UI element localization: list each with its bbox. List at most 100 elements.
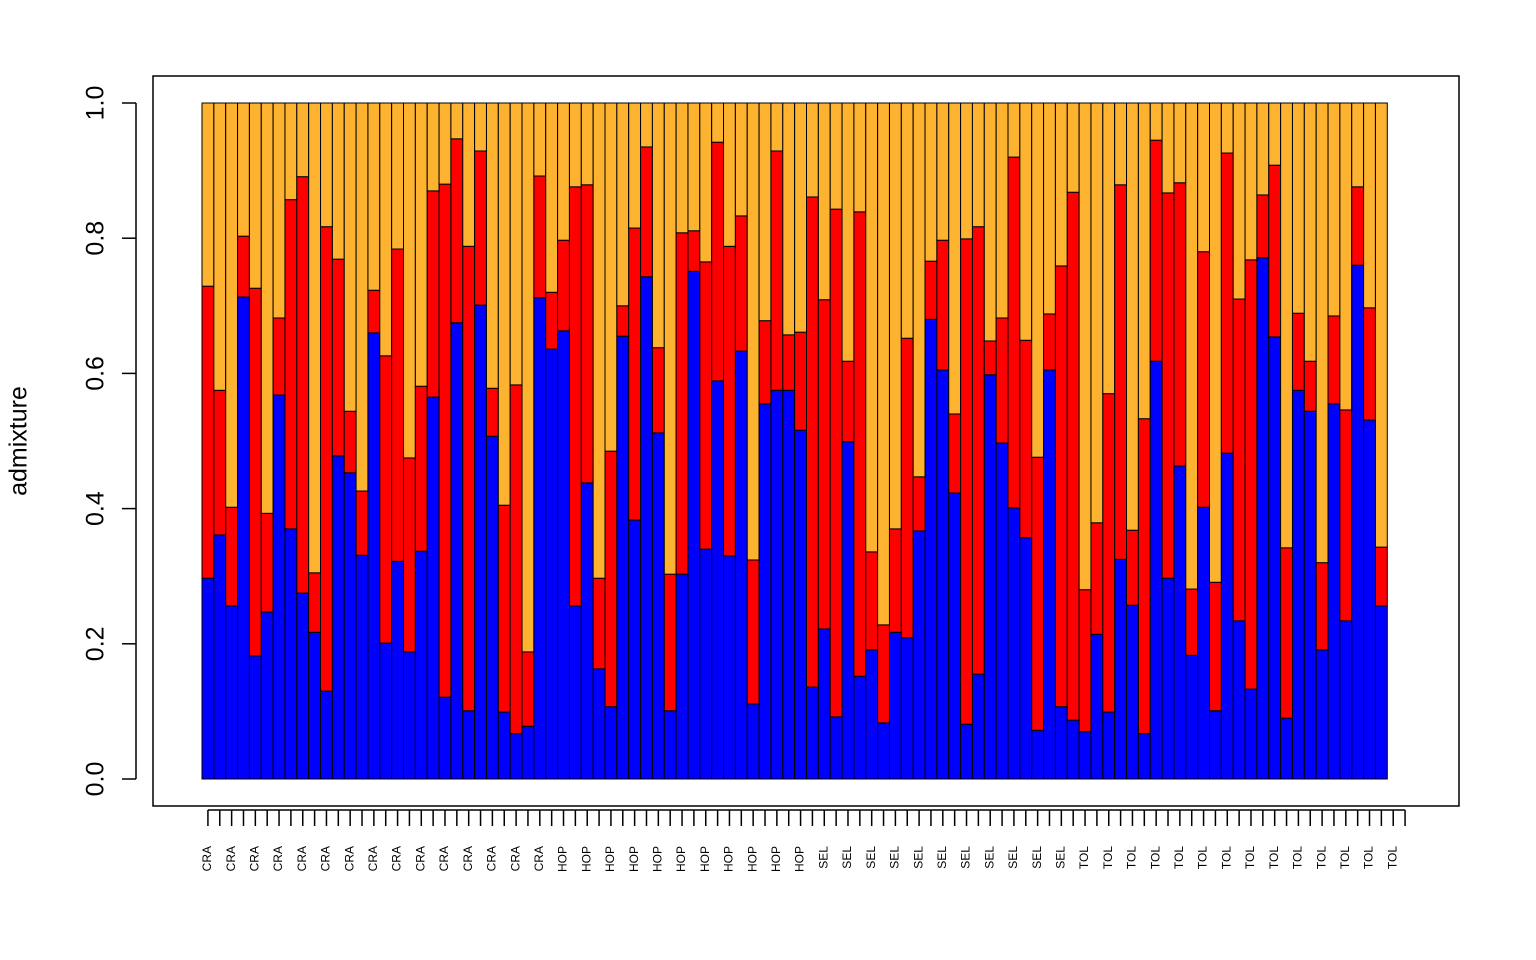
bar-segment — [948, 413, 962, 494]
bar-segment — [308, 631, 322, 780]
bar-segment — [912, 102, 926, 478]
x-tick-label: HOP — [556, 846, 570, 872]
bar-segment — [1363, 419, 1376, 780]
bar-segment — [616, 305, 630, 337]
bar-segment — [438, 102, 452, 185]
bar-segment — [995, 317, 1009, 444]
bar-segment — [343, 410, 357, 474]
bar-segment — [367, 289, 381, 334]
bar-segment — [1339, 102, 1353, 411]
bar-segment — [1007, 156, 1021, 509]
bar-segment — [1256, 257, 1270, 780]
bar-segment — [971, 226, 985, 675]
bar-segment — [699, 261, 713, 550]
bar-segment — [723, 245, 736, 557]
bar-segment — [1078, 102, 1092, 591]
y-tick-label: 0.6 — [82, 356, 110, 391]
bar-segment — [521, 102, 535, 653]
bar-segment — [1303, 360, 1317, 412]
bar-segment — [770, 102, 784, 152]
bar-segment — [320, 226, 333, 692]
bar-segment — [1137, 733, 1151, 780]
x-tick-label: CRA — [200, 846, 214, 871]
bar-segment — [308, 102, 322, 574]
bar-segment — [888, 102, 902, 530]
bar-segment — [841, 441, 855, 780]
bar-segment — [1220, 102, 1234, 154]
bar-segment — [1197, 102, 1211, 253]
bar-segment — [604, 450, 618, 708]
bar-segment — [1161, 102, 1175, 194]
bar-segment — [1043, 369, 1056, 780]
x-tick-label: CRA — [248, 846, 262, 871]
bar-segment — [1126, 102, 1139, 531]
bar-segment — [320, 102, 333, 228]
bar-segment — [485, 102, 499, 389]
bar-segment — [1197, 506, 1211, 780]
bar-segment — [806, 196, 819, 688]
bar-segment — [1280, 717, 1293, 780]
x-tick-label: CRA — [485, 846, 499, 871]
bar-segment — [391, 560, 405, 780]
bar-segment — [900, 102, 914, 339]
x-tick-label: SEL — [911, 846, 925, 869]
bar-segment — [628, 102, 642, 229]
bar-segment — [296, 176, 310, 594]
bar-segment — [248, 287, 262, 657]
bar-segment — [1137, 102, 1151, 420]
bar-segment — [1102, 393, 1116, 713]
x-tick-label: SEL — [1030, 846, 1044, 869]
bar-segment — [1315, 649, 1329, 780]
bar-segment — [640, 146, 653, 278]
x-tick-label: HOP — [674, 846, 688, 872]
bar-segment — [248, 102, 262, 289]
bar-segment — [450, 102, 464, 140]
bar-segment — [225, 102, 239, 508]
bar-segment — [1291, 102, 1305, 314]
bar-segment — [474, 102, 487, 152]
bar-segment — [1339, 409, 1353, 622]
bar-segment — [509, 384, 523, 735]
bar-segment — [1102, 711, 1116, 780]
bar-segment — [201, 577, 215, 780]
bar-segment — [1327, 403, 1341, 780]
bar-segment — [877, 722, 890, 780]
x-tick-label: SEL — [1054, 846, 1068, 869]
bar-segment — [1031, 102, 1045, 458]
bar-segment — [865, 551, 879, 651]
bar-segment — [723, 555, 736, 780]
bar-segment — [912, 530, 926, 780]
bar-segment — [900, 637, 914, 780]
bar-segment — [1268, 102, 1282, 166]
x-tick-label: SEL — [816, 846, 830, 869]
bar-segment — [580, 184, 594, 484]
bar-segment — [391, 102, 405, 250]
bar-segment — [687, 230, 701, 272]
x-tick-label: TOL — [1314, 846, 1328, 869]
bar-segment — [1185, 588, 1199, 656]
bar-segment — [557, 102, 570, 241]
y-tick-label: 0.2 — [82, 626, 110, 661]
bar-segment — [924, 318, 938, 780]
bar-segment — [640, 276, 653, 780]
bar-segment — [391, 248, 405, 562]
bar-segment — [995, 442, 1009, 780]
x-tick-label: CRA — [342, 846, 356, 871]
bar-segment — [450, 138, 464, 324]
x-tick-label: HOP — [769, 846, 783, 872]
bar-segment — [296, 592, 310, 780]
bar-segment — [1351, 186, 1365, 266]
bar-segment — [651, 432, 665, 780]
x-tick-label: CRA — [508, 846, 522, 871]
bar-segment — [521, 651, 535, 727]
bar-segment — [746, 102, 760, 561]
bar-segment — [462, 102, 476, 247]
bar-segment — [1149, 139, 1163, 362]
x-tick-label: CRA — [366, 846, 380, 871]
x-tick-label: HOP — [627, 846, 641, 872]
bar-segment — [1078, 589, 1092, 733]
bar-segment — [1374, 102, 1388, 548]
bar-segment — [746, 703, 760, 780]
x-tick-label: HOP — [722, 846, 736, 872]
bar-segment — [663, 710, 677, 780]
